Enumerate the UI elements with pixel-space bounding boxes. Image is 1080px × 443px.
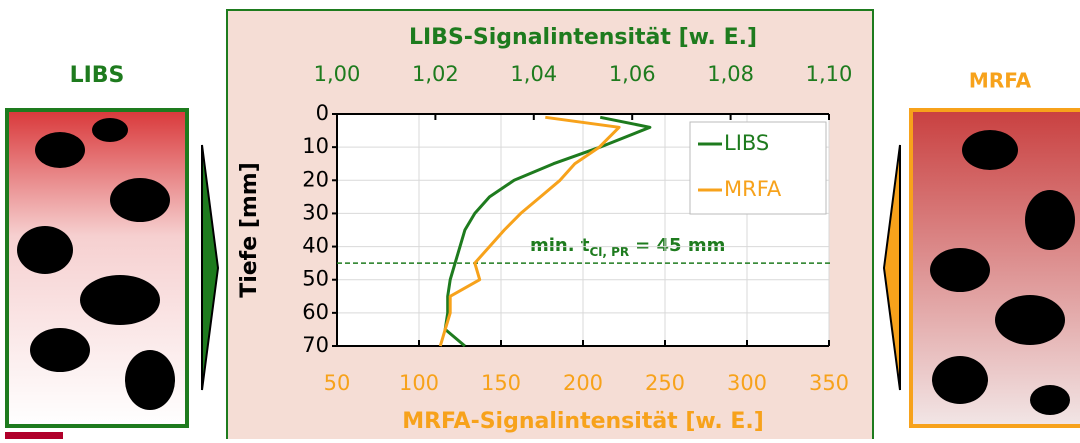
- x-title: MRFA-Signalintensität [w. E.]: [402, 409, 764, 434]
- x2-tick-label: 1,00: [314, 62, 361, 86]
- x-tick-label: 50: [324, 371, 351, 395]
- left-label: LIBS: [70, 63, 125, 88]
- y-tick-label: 70: [302, 333, 329, 357]
- x-tick-label: 200: [563, 371, 603, 395]
- y-tick-label: 0: [316, 101, 329, 125]
- x2-tick-label: 1,06: [609, 62, 656, 86]
- legend-label: LIBS: [724, 131, 769, 155]
- x-tick-label: 100: [399, 371, 439, 395]
- arrow-left: [884, 145, 900, 390]
- chart: LIBS MRFA LIBS-Signalintensität [w. E.] …: [0, 0, 1080, 439]
- legend-label: MRFA: [724, 177, 782, 201]
- arrow-right: [202, 145, 218, 390]
- y-tick-label: 10: [302, 134, 329, 158]
- y-tick-label: 40: [302, 234, 329, 258]
- annotation-suffix: = 45 mm: [635, 235, 725, 256]
- annotation-text: min. t: [530, 235, 590, 256]
- x2-tick-label: 1,02: [412, 62, 459, 86]
- x2-tick-label: 1,08: [707, 62, 754, 86]
- brand-bar: [5, 432, 63, 439]
- x-tick-label: 300: [727, 371, 767, 395]
- x2-tick-label: 1,04: [510, 62, 557, 86]
- x-tick-label: 350: [809, 371, 849, 395]
- y-tick-label: 30: [302, 200, 329, 224]
- x2-title: LIBS-Signalintensität [w. E.]: [409, 25, 757, 50]
- x2-tick-label: 1,10: [806, 62, 853, 86]
- y-title: Tiefe [mm]: [237, 162, 262, 298]
- y-tick-label: 50: [302, 267, 329, 291]
- right-label: MRFA: [969, 69, 1032, 93]
- y-tick-label: 20: [302, 167, 329, 191]
- x-tick-label: 150: [481, 371, 521, 395]
- x-tick-label: 250: [645, 371, 685, 395]
- y-tick-label: 60: [302, 300, 329, 324]
